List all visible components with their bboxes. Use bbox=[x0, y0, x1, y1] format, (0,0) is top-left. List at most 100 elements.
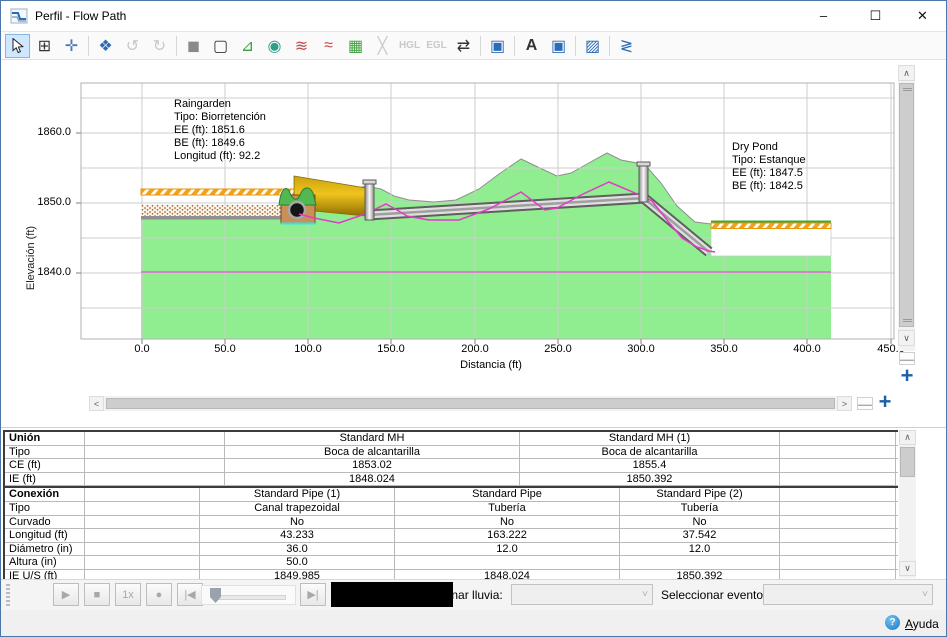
terrain-icon[interactable]: ⊿ bbox=[240, 37, 255, 55]
toolbar-separator bbox=[575, 35, 576, 56]
axis-ticks bbox=[76, 132, 892, 344]
junction-1-name: Standard MH bbox=[225, 432, 520, 445]
egl-toggle-icon[interactable]: EGL bbox=[426, 40, 447, 51]
chart-vscroll-up-icon[interactable]: ∧ bbox=[898, 65, 915, 81]
table-vscroll-up-icon[interactable]: ∧ bbox=[899, 430, 916, 445]
table-row: Tipo Boca de alcantarilla Boca de alcant… bbox=[5, 445, 898, 460]
dry-pond-shape bbox=[710, 220, 832, 257]
toolbar: ⊞ ✛ ❖ ↺ ↻ ◼ ▢ ⊿ ◉ ≋ ≈ ▦ ╳ HGL EGL ⇄ ▣ A … bbox=[1, 32, 946, 60]
table-row: IE (ft) 1848.024 1850.392 bbox=[5, 472, 898, 487]
zoom-window-icon[interactable]: ⊞ bbox=[37, 37, 52, 55]
time-slider[interactable] bbox=[201, 585, 296, 605]
table-row: Longitud (ft) 43.233 163.222 37.542 bbox=[5, 529, 898, 543]
x-tick-450: 450.0 bbox=[877, 343, 905, 355]
rain-select-label: Seleccionar lluvia: bbox=[406, 588, 503, 602]
profile-chart-area: 1860.0 1850.0 1840.0 Elevación (ft) 0.0 … bbox=[1, 60, 946, 426]
minimize-button[interactable]: – bbox=[819, 8, 828, 23]
junction-2-name: Standard MH (1) bbox=[520, 432, 780, 445]
section-cut-icon[interactable]: ╳ bbox=[377, 37, 388, 55]
slider-thumb[interactable] bbox=[210, 588, 221, 603]
chart-vscroll-thumb[interactable] bbox=[899, 83, 914, 327]
table-vscroll-down-icon[interactable]: ∨ bbox=[899, 561, 916, 576]
hzoom-in-button[interactable]: + bbox=[878, 389, 892, 414]
app-icon bbox=[10, 8, 28, 24]
toolbar-separator bbox=[480, 35, 481, 56]
zoom-out-button[interactable]: — bbox=[899, 350, 915, 367]
row-label: IE (ft) bbox=[5, 472, 85, 486]
status-bar: ? Ayuda bbox=[1, 610, 946, 636]
help-icon[interactable]: ? bbox=[885, 615, 900, 630]
solid-cube-icon[interactable]: ◼ bbox=[186, 37, 201, 55]
x-tick-200: 200.0 bbox=[461, 343, 489, 355]
table-row: IE U/S (ft) 1849.985 1848.024 1850.392 bbox=[5, 569, 898, 580]
record-button[interactable]: ● bbox=[146, 583, 172, 606]
profile-lines-icon[interactable]: ≋ bbox=[294, 37, 309, 55]
monitor-icon[interactable]: ▣ bbox=[489, 37, 506, 55]
x-axis-label: Distancia (ft) bbox=[460, 359, 522, 371]
hgl-toggle-icon[interactable]: HGL bbox=[398, 40, 421, 51]
stop-button[interactable]: ■ bbox=[84, 583, 110, 606]
chart-hscroll-left-icon[interactable]: < bbox=[89, 396, 104, 411]
toolbar-separator bbox=[176, 35, 177, 56]
save-icon[interactable]: ▣ bbox=[550, 37, 567, 55]
speed-button[interactable]: 1x bbox=[115, 583, 141, 606]
y-tick-1840: 1840.0 bbox=[37, 266, 71, 278]
save-image-icon[interactable]: ▨ bbox=[584, 37, 601, 55]
raingarden-annotation: Raingarden Tipo: Biorretención EE (ft): … bbox=[174, 98, 266, 162]
chart-vscroll-down-icon[interactable]: ∨ bbox=[898, 330, 915, 346]
x-tick-150: 150.0 bbox=[377, 343, 405, 355]
window-title: Perfil - Flow Path bbox=[35, 9, 127, 23]
rain-select-dropdown[interactable]: ˅ bbox=[511, 584, 653, 605]
x-tick-400: 400.0 bbox=[793, 343, 821, 355]
row-label: Conexión bbox=[5, 488, 85, 501]
rotate-ccw-icon[interactable]: ↺ bbox=[125, 37, 140, 55]
view-globe-icon[interactable]: ◉ bbox=[267, 37, 282, 55]
select-tool-icon[interactable] bbox=[5, 33, 30, 58]
profile-data-table: Unión Standard MH Standard MH (1) Tipo B… bbox=[1, 427, 946, 580]
dry-pond-annotation: Dry Pond Tipo: Estanque EE (ft): 1847.5 … bbox=[732, 141, 806, 192]
table-row: Unión Standard MH Standard MH (1) bbox=[5, 430, 898, 446]
pipe-3-name: Standard Pipe (2) bbox=[620, 488, 780, 501]
toolbar-separator bbox=[88, 35, 89, 56]
y-axis-label: Elevación (ft) bbox=[25, 225, 37, 291]
x-tick-50: 50.0 bbox=[214, 343, 236, 355]
row-label: Tipo bbox=[5, 501, 85, 515]
pipe-1-name: Standard Pipe (1) bbox=[200, 488, 395, 501]
rotate-cw-icon[interactable]: ↻ bbox=[152, 37, 167, 55]
close-button[interactable]: ✕ bbox=[917, 8, 928, 23]
help-link[interactable]: Ayuda bbox=[905, 617, 939, 631]
dual-profile-icon[interactable]: ≷ bbox=[619, 37, 634, 55]
event-select-dropdown[interactable]: ˅ bbox=[763, 584, 933, 605]
table-row: Tipo Canal trapezoidal Tubería Tubería bbox=[5, 501, 898, 516]
table-vscroll-thumb[interactable] bbox=[900, 447, 915, 477]
table-row: Diámetro (in) 36.0 12.0 12.0 bbox=[5, 542, 898, 557]
time-display bbox=[331, 582, 453, 607]
zoom-in-button[interactable]: + bbox=[900, 363, 914, 388]
chevron-down-icon: ˅ bbox=[642, 589, 648, 600]
plot-border bbox=[80, 82, 895, 340]
hzoom-out-button[interactable]: — bbox=[857, 395, 873, 412]
play-button[interactable]: ▶ bbox=[53, 583, 79, 606]
row-label: Tipo bbox=[5, 445, 85, 459]
chart-hscroll-right-icon[interactable]: > bbox=[837, 396, 852, 411]
skip-start-button[interactable]: |◀ bbox=[177, 583, 203, 606]
y-tick-1850: 1850.0 bbox=[37, 196, 71, 208]
pipe-standard-2 bbox=[641, 194, 713, 257]
pan-icon[interactable]: ✛ bbox=[64, 37, 79, 55]
maximize-button[interactable]: ☐ bbox=[869, 8, 882, 23]
table-row: Curvado No No No bbox=[5, 515, 898, 530]
toolbar-grip[interactable] bbox=[6, 584, 10, 606]
chart-hscroll-thumb[interactable] bbox=[106, 398, 835, 409]
zoom-extents-icon[interactable]: ❖ bbox=[98, 37, 113, 55]
reverse-profile-icon[interactable]: ⇄ bbox=[456, 37, 471, 55]
profile-lines-alt-icon[interactable]: ≈ bbox=[324, 36, 333, 54]
table-row: Altura (in) 50.0 bbox=[5, 556, 898, 570]
data-table-icon[interactable]: ▦ bbox=[347, 37, 364, 55]
wireframe-cube-icon[interactable]: ▢ bbox=[212, 37, 229, 55]
font-settings-icon[interactable]: A bbox=[525, 36, 538, 54]
x-tick-100: 100.0 bbox=[294, 343, 322, 355]
skip-end-button[interactable]: ▶| bbox=[300, 583, 326, 606]
row-label: Diámetro (in) bbox=[5, 542, 85, 556]
pipe-standard bbox=[367, 192, 646, 221]
profile-plot-canvas[interactable] bbox=[9, 63, 895, 415]
